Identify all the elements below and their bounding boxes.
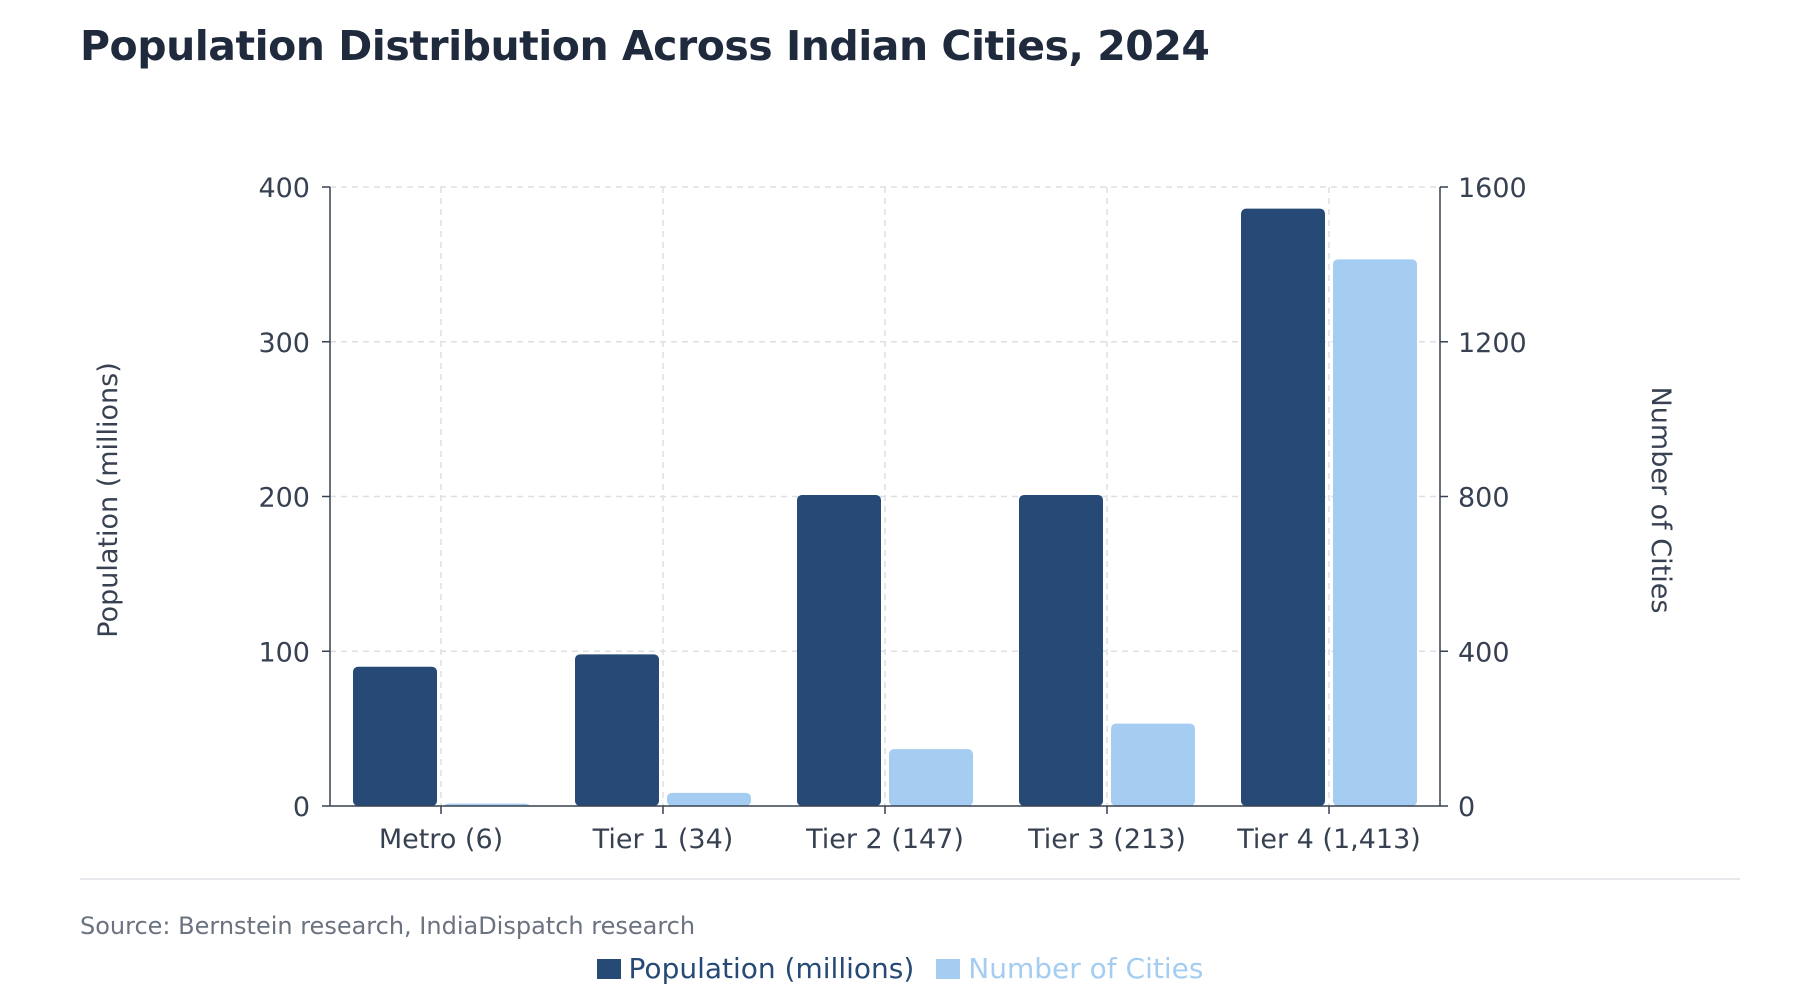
y-tick-label: 200 <box>258 483 310 514</box>
bar-cities <box>889 749 973 806</box>
legend-item-population[interactable]: Population (millions) <box>596 952 915 985</box>
y2-tick-label: 800 <box>1458 483 1510 514</box>
bar-population <box>1241 208 1325 807</box>
y-tick-label: 400 <box>258 173 310 204</box>
x-tick-label: Tier 3 (213) <box>1027 824 1186 855</box>
x-tick-label: Metro (6) <box>379 824 503 855</box>
bar-population <box>1019 494 1103 806</box>
x-tick-label: Tier 2 (147) <box>805 824 964 855</box>
bar-population <box>353 666 437 806</box>
y2-tick-label: 1200 <box>1458 328 1527 359</box>
y-tick-label: 100 <box>258 637 310 668</box>
bar-population <box>797 494 881 806</box>
bar-cities <box>1111 723 1195 806</box>
x-tick-label: Tier 1 (34) <box>592 824 734 855</box>
chart-svg: 0 100 200 300 400 0 400 800 1200 1600 Metro (6) Tie… <box>93 173 1676 855</box>
legend-item-cities[interactable]: Number of Cities <box>936 952 1203 985</box>
source-note: Source: Bernstein research, IndiaDispatc… <box>80 912 696 940</box>
footer-divider <box>80 878 1740 880</box>
bar-cities <box>667 792 751 806</box>
y-tick-label: 0 <box>293 792 310 823</box>
bars <box>353 208 1417 807</box>
legend-label-population: Population (millions) <box>628 952 915 985</box>
legend-swatch-population <box>596 958 621 979</box>
y2-tick-label: 400 <box>1458 637 1510 668</box>
y-axis-label: Population (millions) <box>93 362 124 638</box>
chart-title: Population Distribution Across Indian Ci… <box>80 22 1210 70</box>
y2-axis-label: Number of Cities <box>1645 387 1676 614</box>
y2-tick-label: 0 <box>1458 792 1475 823</box>
y-tick-label: 300 <box>258 328 310 359</box>
bar-population <box>575 654 659 806</box>
axes: 0 100 200 300 400 0 400 800 1200 1600 Metro (6) Tie… <box>258 173 1526 855</box>
legend-swatch-cities <box>936 958 961 979</box>
bar-cities <box>1333 259 1417 807</box>
legend-label-cities: Number of Cities <box>968 952 1204 985</box>
x-tick-label: Tier 4 (1,413) <box>1236 824 1421 855</box>
legend: Population (millions) Number of Cities <box>0 952 1800 985</box>
y2-tick-label: 1600 <box>1458 173 1527 204</box>
